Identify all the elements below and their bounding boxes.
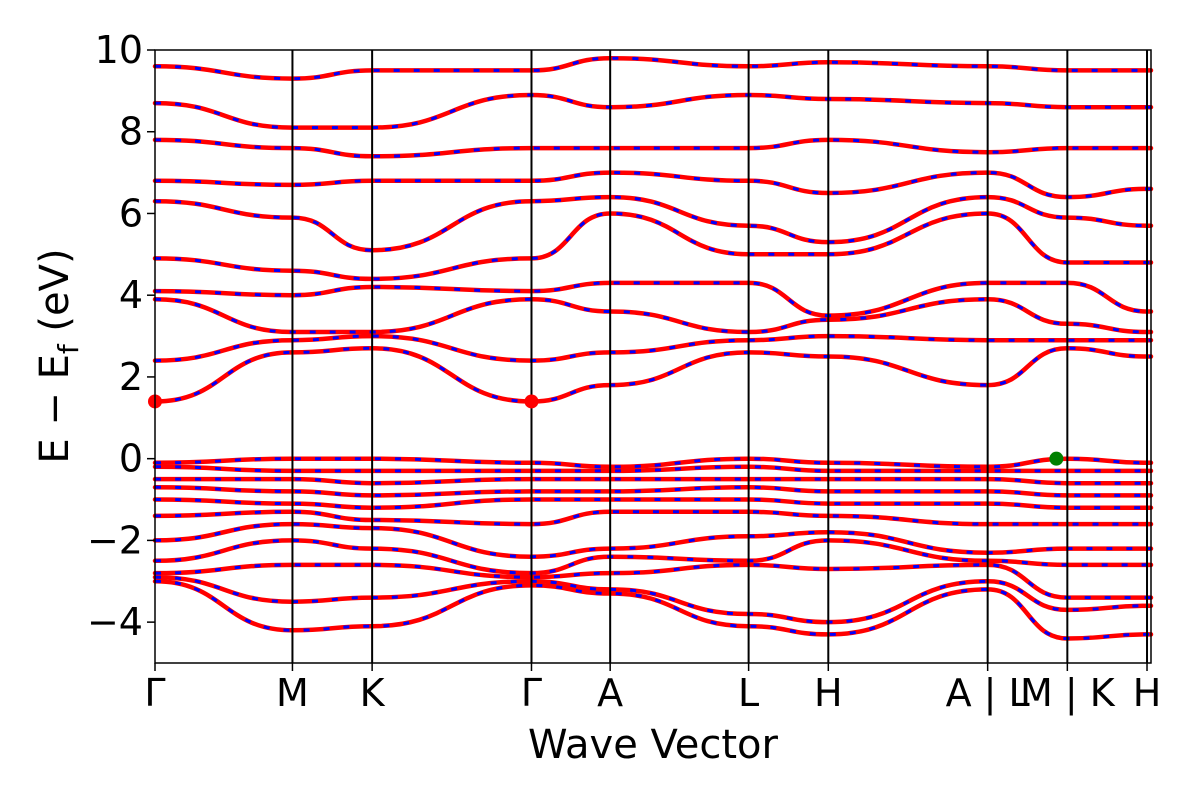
kpoint-lines	[291, 50, 1149, 663]
x-tick-label-0: Γ	[144, 671, 165, 715]
x-tick-label-6: H	[814, 671, 843, 715]
x-tick-label-8: M | K	[1020, 671, 1116, 716]
cbm-marker-1	[524, 394, 539, 409]
extrema-markers	[148, 394, 1064, 466]
band-line-spin-down-7	[154, 485, 1151, 497]
band-line-spin-up-14	[152, 280, 1154, 318]
band-line-spin-up-18	[152, 137, 1154, 159]
band-line-spin-up-12	[152, 333, 1154, 363]
band-line-spin-down-16	[154, 195, 1151, 252]
band-line-spin-up-13	[152, 297, 1154, 335]
band-line-spin-up-7	[152, 485, 1154, 498]
band-line-spin-up-11	[152, 346, 1154, 404]
y-tick-label-1: −2	[87, 518, 143, 562]
band-line-spin-down-20	[154, 56, 1151, 81]
y-tick-label-5: 6	[119, 191, 143, 235]
band-line-spin-down-6	[154, 497, 1151, 510]
y-axis-label-sub: f	[52, 343, 85, 354]
band-line-spin-down-19	[154, 93, 1151, 130]
band-line-spin-up-20	[152, 55, 1154, 81]
band-line-spin-up-10	[152, 456, 1154, 470]
band-line-spin-down-5	[154, 510, 1151, 526]
y-ticks: −4 −2 0 2 4 6 8 10	[87, 28, 155, 644]
y-axis-label-main: E − E	[32, 354, 78, 464]
band-line-spin-up-6	[152, 497, 1154, 510]
x-tick-label-1: M	[276, 671, 309, 715]
x-tick-label-4: A	[597, 671, 623, 715]
band-line-spin-down-9	[154, 465, 1151, 473]
y-axis-label: E − Ef (eV)	[32, 248, 85, 463]
x-tick-label-3: Γ	[521, 671, 542, 715]
y-tick-label-6: 8	[119, 110, 143, 154]
band-line-spin-up-8	[152, 476, 1154, 486]
x-tick-label-2: K	[360, 671, 386, 715]
y-tick-label-7: 10	[95, 28, 143, 72]
y-tick-label-0: −4	[87, 600, 143, 644]
y-tick-label-2: 0	[119, 437, 143, 481]
y-tick-label-3: 2	[119, 355, 143, 399]
band-line-spin-up-16	[152, 194, 1154, 253]
band-line-spin-up-15	[152, 211, 1154, 282]
band-line-spin-down-12	[154, 334, 1151, 363]
x-axis-label: Wave Vector	[528, 722, 779, 768]
x-ticks: Γ M K Γ A L H A | LM | K H	[144, 663, 1161, 716]
x-tick-label-5: L	[738, 671, 759, 715]
band-line-spin-up-17	[152, 170, 1154, 200]
vbm-marker-2	[1049, 451, 1064, 466]
x-tick-label-9: H	[1133, 671, 1162, 715]
plot-frame	[154, 49, 1152, 664]
band-line-spin-down-18	[154, 138, 1152, 158]
y-tick-label-4: 4	[119, 273, 143, 317]
bands-layer	[152, 55, 1154, 641]
band-line-spin-up-19	[152, 92, 1154, 130]
band-line-spin-down-8	[155, 477, 1151, 485]
x-tick-label-7: A | L	[946, 671, 1030, 716]
band-line-spin-down-11	[154, 346, 1151, 404]
y-axis-label-unit: (eV)	[32, 248, 78, 344]
